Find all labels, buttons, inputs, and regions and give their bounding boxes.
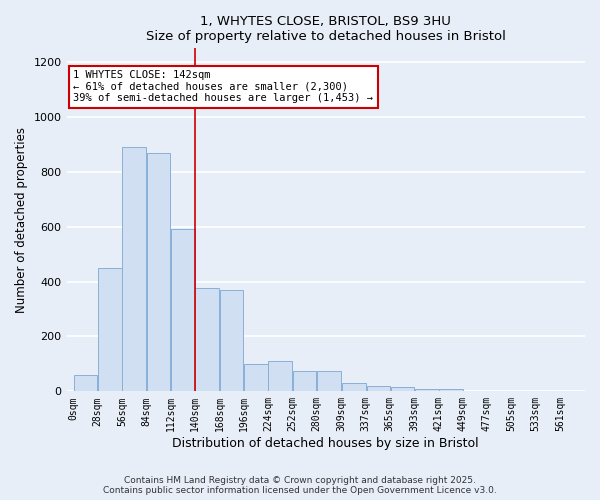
Bar [171, 230, 195, 392]
Text: 1 WHYTES CLOSE: 142sqm
← 61% of detached houses are smaller (2,300)
39% of semi-: 1 WHYTES CLOSE: 142sqm ← 61% of detached… [73, 70, 373, 104]
Text: Contains HM Land Registry data © Crown copyright and database right 2025.
Contai: Contains HM Land Registry data © Crown c… [103, 476, 497, 495]
Bar [367, 386, 390, 392]
Title: 1, WHYTES CLOSE, BRISTOL, BS9 3HU
Size of property relative to detached houses i: 1, WHYTES CLOSE, BRISTOL, BS9 3HU Size o… [146, 15, 506, 43]
Bar [220, 290, 244, 392]
Bar [342, 383, 366, 392]
Bar [122, 147, 146, 392]
Bar [147, 152, 170, 392]
Bar [317, 371, 341, 392]
Bar [244, 364, 268, 392]
Bar [415, 388, 439, 392]
Bar [268, 361, 292, 392]
X-axis label: Distribution of detached houses by size in Bristol: Distribution of detached houses by size … [172, 437, 479, 450]
Bar [293, 371, 316, 392]
Bar [439, 388, 463, 392]
Bar [196, 288, 219, 392]
Bar [74, 375, 97, 392]
Bar [98, 268, 122, 392]
Bar [391, 387, 415, 392]
Y-axis label: Number of detached properties: Number of detached properties [15, 127, 28, 313]
